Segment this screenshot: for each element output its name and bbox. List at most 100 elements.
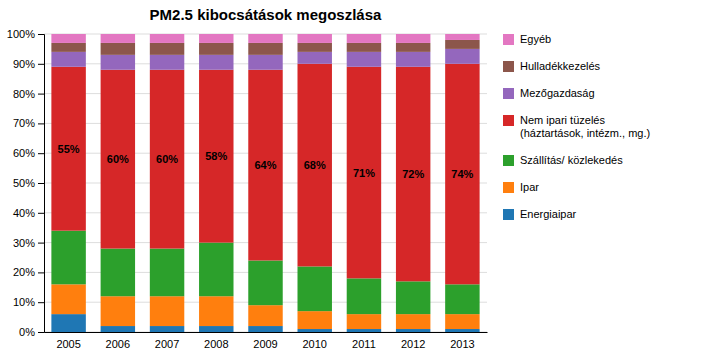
series <box>51 64 479 285</box>
tick: 70% <box>13 117 44 129</box>
bars <box>51 34 479 332</box>
tick: 80% <box>13 88 44 100</box>
bar <box>248 34 282 43</box>
bar <box>199 55 233 70</box>
legend-swatch <box>503 34 514 45</box>
bar <box>347 67 381 279</box>
tick: 2006 <box>106 338 130 350</box>
bar <box>248 260 282 305</box>
bar <box>101 43 135 55</box>
tick: 2013 <box>450 338 474 350</box>
bar <box>396 314 430 329</box>
bar <box>396 67 430 282</box>
bar <box>347 329 381 332</box>
grid <box>44 34 487 332</box>
tick-mark <box>38 153 44 154</box>
tick-label: 90% <box>13 58 35 70</box>
bar <box>150 34 184 43</box>
series <box>51 34 479 43</box>
bar <box>297 266 331 311</box>
bar <box>248 43 282 55</box>
bar <box>199 43 233 55</box>
bar <box>396 281 430 314</box>
bar <box>347 52 381 67</box>
bar <box>51 52 85 67</box>
tick: 20% <box>13 266 44 278</box>
bar <box>101 70 135 249</box>
bar <box>248 326 282 332</box>
tick-label: 2012 <box>401 338 425 350</box>
x-axis: 200520062007200820092010201120122013 <box>45 333 488 351</box>
bar <box>101 249 135 297</box>
legend-swatch <box>503 115 514 126</box>
tick-label: 2011 <box>352 338 376 350</box>
bar <box>396 34 430 43</box>
legend-label: Hulladékkezelés <box>520 60 601 72</box>
data-label: 74% <box>451 168 473 180</box>
legend-label: Ipar <box>520 181 539 193</box>
tick-label: 80% <box>13 88 35 100</box>
bar <box>150 55 184 70</box>
bar <box>248 305 282 326</box>
legend-label: Energiaipar <box>520 208 577 220</box>
bar <box>101 296 135 326</box>
y-axis: 0%10%20%30%40%50%60%70%80%90%100% <box>7 28 45 338</box>
tick-label: 60% <box>13 147 35 159</box>
tick: 2008 <box>204 338 228 350</box>
bar <box>297 34 331 43</box>
bar <box>396 43 430 52</box>
tick-label: 2006 <box>106 338 130 350</box>
bar <box>150 249 184 297</box>
data-label: 68% <box>304 159 326 171</box>
tick: 50% <box>13 177 44 189</box>
data-label: 64% <box>254 159 276 171</box>
legend-item: Nem ipari tüzelés(háztartások, intézm., … <box>503 114 650 139</box>
legend-swatch <box>503 155 514 166</box>
tick-mark <box>38 272 44 273</box>
tick: 2009 <box>253 338 277 350</box>
axis-line <box>38 35 45 333</box>
legend-label: Egyéb <box>520 33 551 45</box>
data-label: 71% <box>353 167 375 179</box>
bar <box>445 314 479 329</box>
bar <box>51 284 85 314</box>
bar <box>297 329 331 332</box>
bar <box>248 55 282 70</box>
tick-mark <box>38 123 44 124</box>
bar <box>396 329 430 332</box>
bar <box>445 284 479 314</box>
bar <box>150 70 184 249</box>
bar <box>51 43 85 52</box>
tick-mark <box>38 243 44 244</box>
tick: 2011 <box>352 338 376 350</box>
bar <box>445 329 479 332</box>
title: PM2.5 kibocsátások megoszlása <box>150 6 382 23</box>
tick-label: 0% <box>19 326 35 338</box>
data-label: 55% <box>58 143 80 155</box>
tick: 0% <box>19 326 44 338</box>
tick: 30% <box>13 237 44 249</box>
legend-swatch <box>503 209 514 220</box>
plot-area: 0%10%20%30%40%50%60%70%80%90%100%2005200… <box>7 28 488 350</box>
chart: 0%10%20%30%40%50%60%70%80%90%100%2005200… <box>0 0 702 358</box>
tick-mark <box>38 302 44 303</box>
tick-label: 50% <box>13 177 35 189</box>
legend-swatch <box>503 182 514 193</box>
tick: 2010 <box>302 338 326 350</box>
tick-label: 2013 <box>450 338 474 350</box>
bar <box>347 43 381 52</box>
bar <box>51 34 85 43</box>
tick-label: 2008 <box>204 338 228 350</box>
bar <box>199 34 233 43</box>
bar <box>150 326 184 332</box>
bar <box>347 34 381 43</box>
tick: 10% <box>13 296 44 308</box>
legend-item: Szállítás/ közlekedés <box>503 154 623 166</box>
tick-label: 2005 <box>56 338 80 350</box>
bar <box>51 231 85 285</box>
tick-label: 30% <box>13 237 35 249</box>
tick-label: 2009 <box>253 338 277 350</box>
bar <box>297 52 331 64</box>
tick-mark <box>38 183 44 184</box>
tick: 2005 <box>56 338 80 350</box>
